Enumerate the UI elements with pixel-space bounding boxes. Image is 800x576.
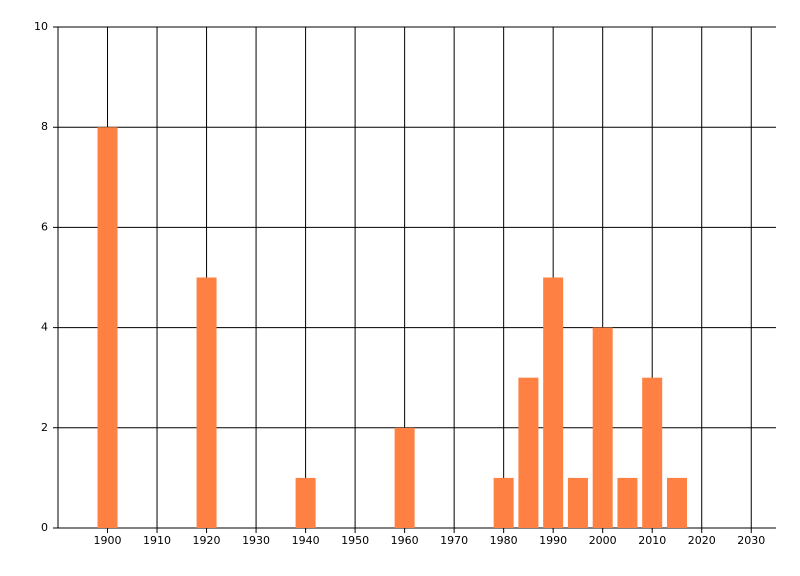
bar	[666, 477, 687, 528]
y-tick-label: 10	[34, 20, 48, 33]
x-tick-label: 2030	[737, 534, 765, 547]
x-tick-label: 1990	[539, 534, 567, 547]
x-tick-label: 2020	[688, 534, 716, 547]
bar	[394, 427, 415, 528]
y-tick-label: 0	[41, 521, 48, 534]
y-tick-label: 6	[41, 220, 48, 233]
x-tick-label: 1910	[143, 534, 171, 547]
y-tick-label: 4	[41, 321, 48, 334]
bar	[518, 377, 539, 528]
x-tick-label: 1970	[440, 534, 468, 547]
bar	[543, 277, 564, 528]
bar	[642, 377, 663, 528]
bar	[493, 477, 514, 528]
bar	[617, 477, 638, 528]
x-tick-label: 1940	[292, 534, 320, 547]
x-tick-label: 1980	[490, 534, 518, 547]
x-tick-label: 1920	[193, 534, 221, 547]
x-tick-label: 1930	[242, 534, 270, 547]
bar	[196, 277, 217, 528]
bar	[97, 127, 118, 528]
x-tick-label: 1960	[391, 534, 419, 547]
x-tick-label: 1950	[341, 534, 369, 547]
y-tick-label: 2	[41, 421, 48, 434]
bar	[567, 477, 588, 528]
y-tick-label: 8	[41, 120, 48, 133]
x-tick-label: 2000	[589, 534, 617, 547]
bar	[295, 477, 316, 528]
x-tick-label: 2010	[638, 534, 666, 547]
bar	[592, 327, 613, 528]
x-tick-label: 1900	[94, 534, 122, 547]
